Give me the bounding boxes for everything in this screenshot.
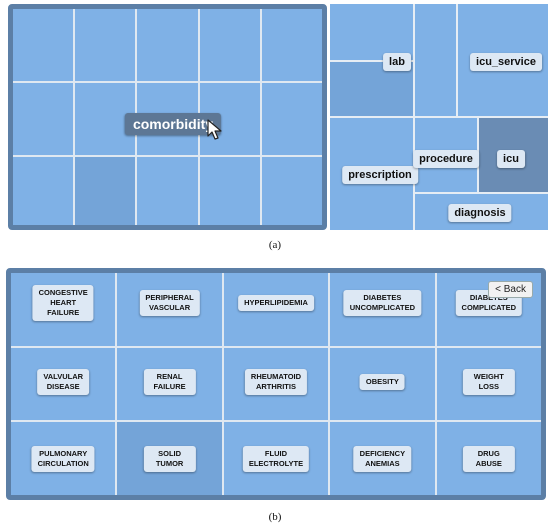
comorbidity-cell-label: DEFICIENCY ANEMIAS xyxy=(353,445,412,472)
comorbidity-subcell[interactable] xyxy=(75,9,136,81)
mouse-pointer-icon xyxy=(207,119,222,140)
comorbidity-cell-label: DIABETES UNCOMPLICATED xyxy=(343,290,422,317)
comorbidity-subcell[interactable] xyxy=(199,157,260,225)
comorbidity-cell[interactable]: DRUG ABUSE xyxy=(436,422,541,495)
comorbidity-subcell[interactable] xyxy=(13,83,74,155)
comorbidity-cell-label: OBESITY xyxy=(359,373,405,390)
comorbidity-cell-label: FLUID ELECTROLYTE xyxy=(242,445,310,472)
procedure-label: procedure xyxy=(413,150,479,168)
back-button[interactable]: < Back xyxy=(488,281,533,298)
comorbidity-subcell[interactable] xyxy=(261,83,322,155)
comorbidity-cell-label: RENAL FAILURE xyxy=(143,368,196,395)
comorbidity-cell-label: CONGESTIVE HEART FAILURE xyxy=(32,285,94,322)
caption-b: (b) xyxy=(268,511,282,523)
prescription-label: prescription xyxy=(342,166,418,184)
comorbidity-cell-label: SOLID TUMOR xyxy=(143,445,196,472)
comorbidity-cell-label: RHEUMATOID ARTHRITIS xyxy=(244,368,308,395)
comorbidity-cell-label: HYPERLIPIDEMIA xyxy=(238,295,314,312)
comorbidity-cell-label: PERIPHERAL VASCULAR xyxy=(139,290,200,317)
lab-tile-right[interactable] xyxy=(415,4,456,116)
comorbidity-subcell[interactable] xyxy=(13,9,74,81)
comorbidity-drilldown: CONGESTIVE HEART FAILURE PERIPHERAL VASCU… xyxy=(6,268,546,500)
comorbidity-cell[interactable]: PERIPHERAL VASCULAR xyxy=(117,273,222,346)
comorbidity-cell-label: WEIGHT LOSS xyxy=(462,368,515,395)
comorbidity-subcell[interactable] xyxy=(75,157,136,225)
treemap-overview: comorbidity lab icu_service prescription… xyxy=(8,4,548,230)
comorbidity-cell-label: VALVULAR DISEASE xyxy=(37,368,90,395)
comorbidity-tile[interactable]: comorbidity xyxy=(8,4,327,230)
comorbidity-subcell[interactable] xyxy=(13,157,74,225)
comorbidity-cell[interactable]: RHEUMATOID ARTHRITIS xyxy=(223,347,329,421)
comorbidity-cell[interactable]: RENAL FAILURE xyxy=(117,347,222,421)
category-treemap: lab icu_service prescription procedure i… xyxy=(330,4,548,230)
comorbidity-cell[interactable]: HYPERLIPIDEMIA xyxy=(223,273,329,346)
comorbidity-subcell[interactable] xyxy=(199,9,260,81)
comorbidity-subcell[interactable] xyxy=(137,9,198,81)
lab-tile-bottom-left[interactable] xyxy=(330,62,413,116)
comorbidity-cell[interactable]: OBESITY xyxy=(330,347,435,421)
comorbidity-cell[interactable]: DEFICIENCY ANEMIAS xyxy=(330,422,435,495)
comorbidity-cell[interactable]: WEIGHT LOSS xyxy=(436,347,541,421)
comorbidity-subcell[interactable] xyxy=(261,9,322,81)
comorbidity-cell[interactable]: DIABETES UNCOMPLICATED xyxy=(330,273,435,346)
comorbidity-cell[interactable]: SOLID TUMOR xyxy=(117,422,222,495)
comorbidity-subcell[interactable] xyxy=(137,157,198,225)
icu-service-label: icu_service xyxy=(470,53,542,71)
lab-label: lab xyxy=(383,53,411,71)
diagnosis-label: diagnosis xyxy=(448,204,512,222)
comorbidity-cell[interactable]: PULMONARY CIRCULATION xyxy=(11,422,116,495)
lab-tile-top-left[interactable] xyxy=(330,4,413,60)
comorbidity-cell[interactable]: FLUID ELECTROLYTE xyxy=(223,422,329,495)
comorbidity-label: comorbidity xyxy=(124,113,222,135)
comorbidity-cell[interactable]: CONGESTIVE HEART FAILURE xyxy=(11,273,116,346)
comorbidity-cell[interactable]: VALVULAR DISEASE xyxy=(11,347,116,421)
comorbidity-subcell[interactable] xyxy=(261,157,322,225)
comorbidity-cell-label: PULMONARY CIRCULATION xyxy=(31,445,95,472)
comorbidity-cell-label: DRUG ABUSE xyxy=(462,445,515,472)
icu-label: icu xyxy=(497,150,525,168)
caption-a: (a) xyxy=(268,239,282,251)
